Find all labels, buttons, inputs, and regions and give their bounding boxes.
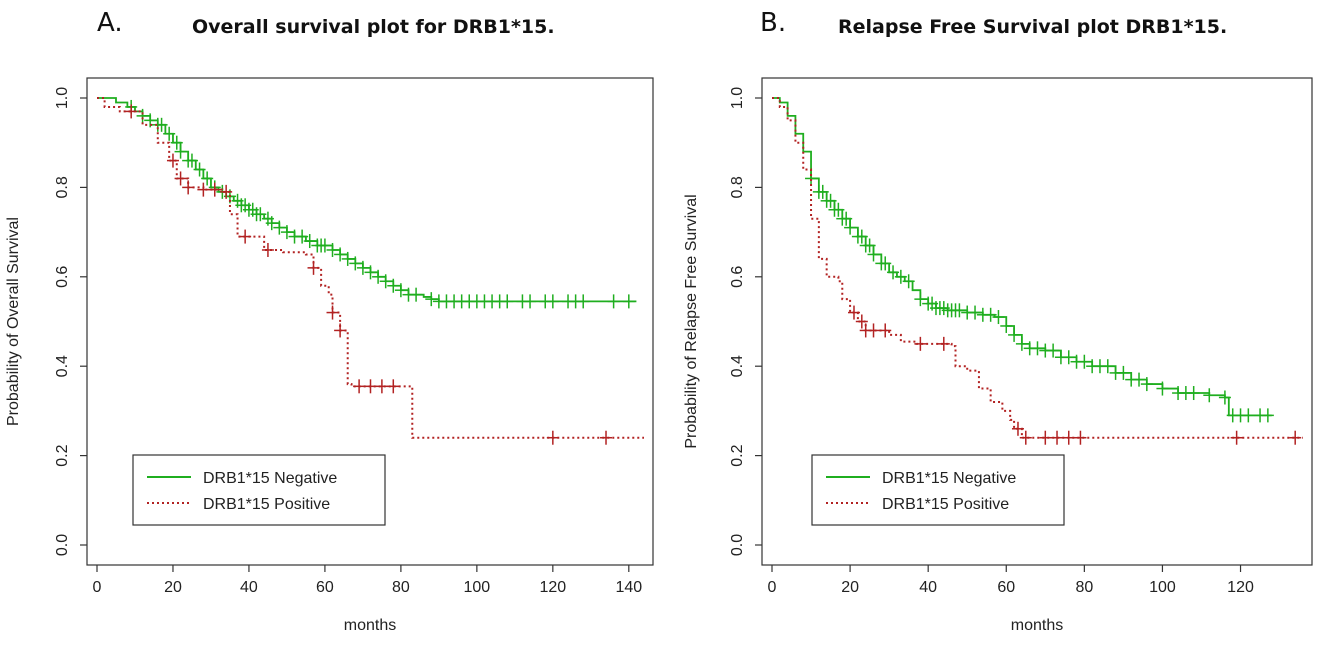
y-tick-label: 0.0 <box>729 534 746 556</box>
x-tick-label: 0 <box>768 579 777 596</box>
x-tick-label: 100 <box>464 579 491 596</box>
x-tick-label: 120 <box>1227 579 1254 596</box>
series-line-negative <box>97 97 637 303</box>
legend-entry: DRB1*15 Positive <box>203 496 330 513</box>
x-tick-label: 40 <box>919 579 937 596</box>
series-line-negative <box>772 97 1272 417</box>
x-tick-label: 100 <box>1149 579 1176 596</box>
x-tick-label: 20 <box>841 579 859 596</box>
y-tick-label: 0.6 <box>729 266 746 288</box>
overall-survival-plot: 0 20 40 60 80 100 120 140 0.0 0.2 0.4 0.6 0.8 1.0 mont… <box>5 77 654 634</box>
series-line-positive <box>97 97 644 439</box>
y-tick-label: 0.4 <box>54 355 71 377</box>
x-axis-label: months <box>344 617 396 634</box>
x-tick-label: 40 <box>240 579 258 596</box>
y-axis-label: Probability of Relapse Free Survival <box>683 194 700 448</box>
x-tick-label: 120 <box>539 579 566 596</box>
x-tick-label: 140 <box>615 579 642 596</box>
panel-letter: A. <box>97 8 123 38</box>
y-tick-label: 0.6 <box>54 266 71 288</box>
relapse-free-survival-plot: 0 20 40 60 80 100 120 0.0 0.2 0.4 0.6 0.8 1.0 months P… <box>683 77 1313 634</box>
chart-title: Relapse Free Survival plot DRB1*15. <box>838 16 1228 38</box>
x-tick-label: 60 <box>316 579 334 596</box>
chart-title: Overall survival plot for DRB1*15. <box>192 16 555 38</box>
x-tick-label: 0 <box>93 579 102 596</box>
y-tick-label: 0.2 <box>54 444 71 466</box>
series-line-positive <box>772 97 1303 439</box>
panel-letter: B. <box>760 8 787 38</box>
y-tick-label: 0.2 <box>729 444 746 466</box>
x-tick-label: 80 <box>1075 579 1093 596</box>
plot-frame <box>761 77 1313 566</box>
y-tick-label: 0.8 <box>54 176 71 198</box>
legend-box <box>132 454 386 526</box>
y-tick-label: 0.8 <box>729 176 746 198</box>
y-tick-label: 1.0 <box>729 87 746 109</box>
legend-entry: DRB1*15 Positive <box>882 496 1009 513</box>
y-axis-label: Probability of Overall Survival <box>5 217 22 426</box>
panel-overall-survival: A. Overall survival plot for DRB1*15. 0 2… <box>5 8 654 634</box>
legend-box <box>811 454 1065 526</box>
x-tick-label: 80 <box>392 579 410 596</box>
plot-frame <box>86 77 654 566</box>
legend-entry: DRB1*15 Negative <box>203 470 337 487</box>
y-tick-label: 1.0 <box>54 87 71 109</box>
y-tick-label: 0.0 <box>54 534 71 556</box>
legend-entry: DRB1*15 Negative <box>882 470 1016 487</box>
x-tick-label: 20 <box>164 579 182 596</box>
x-axis-label: months <box>1011 617 1063 634</box>
x-tick-label: 60 <box>997 579 1015 596</box>
y-tick-label: 0.4 <box>729 355 746 377</box>
panel-relapse-free-survival: B. Relapse Free Survival plot DRB1*15. 0… <box>660 0 1320 659</box>
